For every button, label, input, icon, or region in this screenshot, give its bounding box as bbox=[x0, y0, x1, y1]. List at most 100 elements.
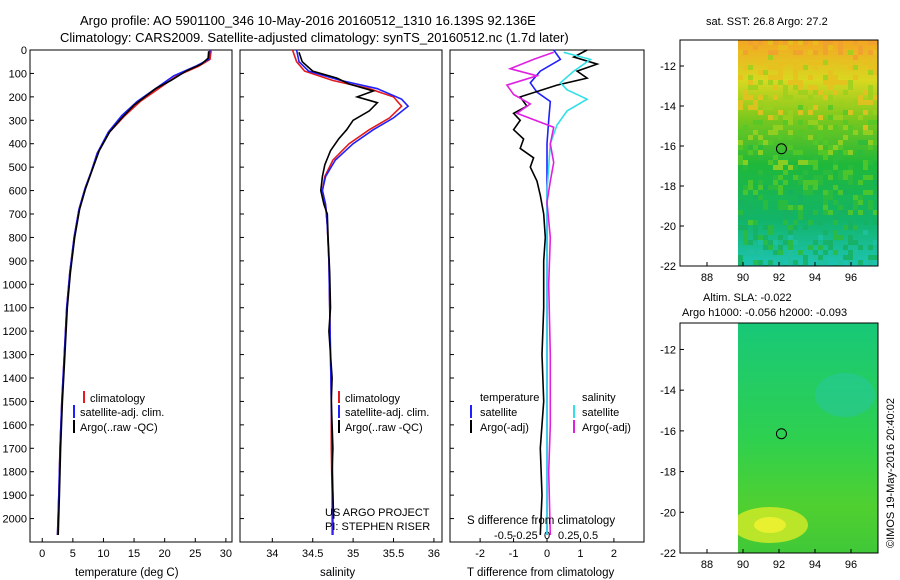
x-tick-label: 20 bbox=[159, 548, 171, 560]
lon-tick-label: 90 bbox=[737, 559, 749, 571]
temperature-series-climatology bbox=[56, 49, 212, 536]
lon-tick-label: 92 bbox=[773, 272, 785, 284]
title-line-2: Climatology: CARS2009. Satellite-adjuste… bbox=[60, 30, 569, 45]
legend-label-satellite: satellite-adj. clim. bbox=[345, 407, 429, 419]
lon-tick-label: 96 bbox=[845, 559, 857, 571]
depth-tick-label: 500 bbox=[9, 162, 27, 174]
s-tick-label: 0.25 bbox=[558, 530, 579, 542]
salinity-panel-frame bbox=[239, 49, 443, 543]
sst-pixel-noise bbox=[738, 40, 878, 266]
difference-xlabel: T difference from climatology bbox=[467, 567, 614, 579]
temperature-panel-frame bbox=[29, 49, 233, 543]
lat-tick-label: -20 bbox=[660, 507, 676, 519]
depth-tick-label: 1200 bbox=[3, 326, 27, 338]
depth-tick-label: 2000 bbox=[3, 514, 27, 526]
difference-axes: -2 -1 0 1 2 -0.5 -0.25 0 0.25 0.5 bbox=[475, 530, 617, 560]
legend-label-sal-satellite: satellite bbox=[582, 407, 619, 419]
legend-label-climatology: climatology bbox=[90, 393, 146, 405]
depth-tick-label: 300 bbox=[9, 115, 27, 127]
depth-tick-label: 100 bbox=[9, 68, 27, 80]
lat-tick-label: -16 bbox=[660, 426, 676, 438]
x-tick-label: 1 bbox=[577, 548, 583, 560]
temperature-xlabel: temperature (deg C) bbox=[75, 567, 179, 579]
legend-title-temperature: temperature bbox=[480, 392, 539, 404]
depth-tick-label: 1500 bbox=[3, 396, 27, 408]
sst-map-title: sat. SST: 26.8 Argo: 27.2 bbox=[706, 16, 828, 28]
depth-tick-label: 1900 bbox=[3, 490, 27, 502]
x-tick-label: -1 bbox=[509, 548, 519, 560]
depth-tick-label: 400 bbox=[9, 139, 27, 151]
sla-map-axes: 88 90 92 94 96 -12 -14 -16 -18 -20 -22 bbox=[660, 344, 857, 571]
legend-title-salinity: salinity bbox=[582, 392, 616, 404]
depth-tick-label: 600 bbox=[9, 186, 27, 198]
sla-high-anomaly-core bbox=[754, 517, 786, 533]
temperature-legend: climatology satellite-adj. clim. Argo(..… bbox=[73, 391, 164, 434]
argo-position-marker bbox=[775, 428, 787, 440]
salinity-axes: 34 34.5 35 35.5 36 bbox=[266, 538, 440, 560]
x-tick-label: 10 bbox=[97, 548, 109, 560]
depth-tick-label: 1700 bbox=[3, 443, 27, 455]
x-tick-label: 36 bbox=[428, 548, 440, 560]
sla-map-subtitle: Argo h1000: -0.056 h2000: -0.093 bbox=[682, 307, 847, 319]
lat-tick-label: -16 bbox=[660, 141, 676, 153]
difference-series-temperature-satellite bbox=[529, 49, 562, 535]
legend-label-temp-satellite: satellite bbox=[480, 407, 517, 419]
lon-tick-label: 88 bbox=[701, 272, 713, 284]
depth-axis: 0 100 200 300 400 500 600 700 800 900 1000 1100 1200… bbox=[3, 45, 454, 526]
x-tick-label: 25 bbox=[189, 548, 201, 560]
sst-map-axes: 88 90 92 94 96 -12 -14 -16 -18 -20 -22 bbox=[660, 61, 857, 284]
lon-tick-label: 96 bbox=[845, 272, 857, 284]
project-annotation: US ARGO PROJECT bbox=[325, 507, 430, 519]
difference-series-temperature-argo-adj- bbox=[512, 49, 600, 536]
depth-tick-label: 1300 bbox=[3, 350, 27, 362]
depth-tick-label: 1600 bbox=[3, 420, 27, 432]
lat-tick-label: -18 bbox=[660, 181, 676, 193]
difference-series-salinity-argo-adj- bbox=[505, 51, 555, 536]
lon-tick-label: 94 bbox=[809, 559, 821, 571]
x-tick-label: 34 bbox=[266, 548, 278, 560]
imos-timestamp: ©IMOS 19-May-2016 20:40:02 bbox=[885, 398, 897, 548]
x-tick-label: 35.5 bbox=[383, 548, 404, 560]
lat-tick-label: -20 bbox=[660, 221, 676, 233]
s-tick-label: 0.5 bbox=[583, 530, 598, 542]
lon-tick-label: 92 bbox=[773, 559, 785, 571]
difference-legend: temperature satellite Argo(-adj) salinit… bbox=[470, 392, 631, 434]
difference-xlabel-top: S difference from climatology bbox=[467, 515, 615, 527]
s-tick-label: 0 bbox=[544, 530, 550, 542]
lon-tick-label: 90 bbox=[737, 272, 749, 284]
legend-label-climatology: climatology bbox=[345, 393, 401, 405]
x-tick-label: 5 bbox=[70, 548, 76, 560]
salinity-series-argo-raw-qc- bbox=[298, 52, 379, 519]
argo-position-marker bbox=[775, 143, 787, 155]
s-tick-label: -0.5 bbox=[494, 530, 513, 542]
lat-tick-label: -14 bbox=[660, 385, 676, 397]
legend-label-argo: Argo(..raw -QC) bbox=[80, 422, 158, 434]
lat-tick-label: -12 bbox=[660, 344, 676, 356]
lat-tick-label: -14 bbox=[660, 101, 676, 113]
legend-label-temp-argo: Argo(-adj) bbox=[480, 422, 529, 434]
x-tick-label: 34.5 bbox=[302, 548, 323, 560]
lon-tick-label: 94 bbox=[809, 272, 821, 284]
x-tick-label: 2 bbox=[611, 548, 617, 560]
temperature-axes: 0 5 10 15 20 25 30 bbox=[39, 538, 232, 560]
difference-series-salinity-satellite bbox=[546, 51, 593, 535]
salinity-legend: climatology satellite-adj. clim. Argo(..… bbox=[325, 391, 430, 533]
x-tick-label: 35 bbox=[347, 548, 359, 560]
temperature-series-satellite-adj-clim- bbox=[56, 49, 211, 536]
difference-lines bbox=[505, 49, 600, 536]
temperature-series-argo-raw-qc- bbox=[57, 51, 210, 536]
legend-label-sal-argo: Argo(-adj) bbox=[582, 422, 631, 434]
title-line-1: Argo profile: AO 5901100_346 10-May-2016… bbox=[80, 13, 536, 28]
s-tick-label: -0.25 bbox=[513, 530, 538, 542]
lat-tick-label: -18 bbox=[660, 467, 676, 479]
x-tick-label: 15 bbox=[128, 548, 140, 560]
x-tick-label: 0 bbox=[39, 548, 45, 560]
depth-tick-label: 0 bbox=[21, 45, 27, 57]
salinity-lines bbox=[291, 49, 410, 535]
depth-tick-label: 1000 bbox=[3, 279, 27, 291]
lat-tick-label: -12 bbox=[660, 61, 676, 73]
legend-label-argo: Argo(..raw -QC) bbox=[345, 422, 423, 434]
depth-tick-label: 1800 bbox=[3, 467, 27, 479]
legend-label-satellite: satellite-adj. clim. bbox=[80, 407, 164, 419]
